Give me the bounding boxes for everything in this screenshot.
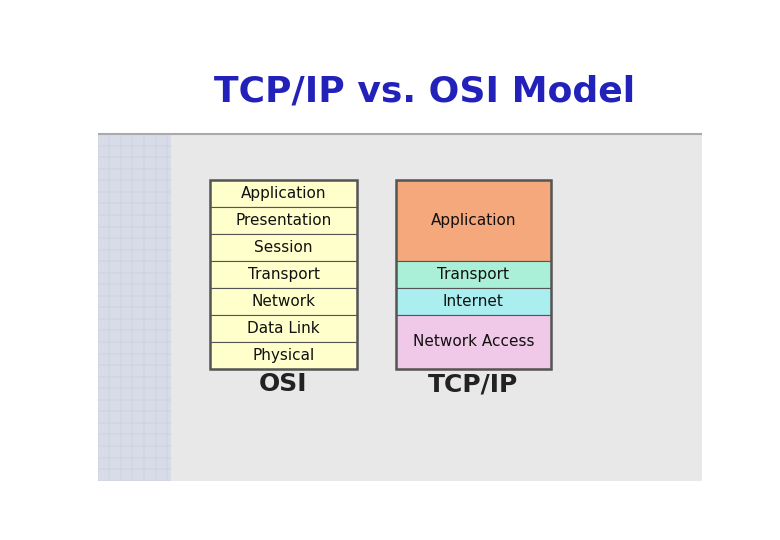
Bar — [210, 342, 357, 369]
Text: Physical: Physical — [253, 348, 314, 363]
Text: Session: Session — [254, 240, 313, 255]
Text: Application: Application — [431, 213, 516, 228]
Text: Network Access: Network Access — [413, 334, 534, 349]
Bar — [396, 288, 551, 315]
Bar — [396, 315, 551, 369]
Bar — [210, 288, 357, 315]
Bar — [210, 207, 357, 234]
Text: Transport: Transport — [247, 267, 320, 282]
Text: TCP/IP: TCP/IP — [428, 373, 519, 396]
Bar — [210, 234, 357, 261]
Bar — [171, 134, 702, 481]
Bar — [396, 261, 551, 288]
Text: Presentation: Presentation — [236, 213, 332, 228]
Bar — [210, 180, 357, 369]
Bar — [210, 261, 357, 288]
Text: Network: Network — [251, 294, 315, 309]
Text: Internet: Internet — [443, 294, 504, 309]
Text: TCP/IP vs. OSI Model: TCP/IP vs. OSI Model — [214, 75, 635, 109]
Bar — [210, 180, 357, 207]
Bar — [98, 65, 171, 481]
Text: Transport: Transport — [438, 267, 509, 282]
Bar — [98, 65, 702, 134]
Bar — [396, 180, 551, 261]
Text: Application: Application — [241, 186, 326, 201]
Bar — [396, 180, 551, 369]
Bar — [210, 315, 357, 342]
Text: OSI: OSI — [259, 373, 308, 396]
Text: Data Link: Data Link — [247, 321, 320, 336]
